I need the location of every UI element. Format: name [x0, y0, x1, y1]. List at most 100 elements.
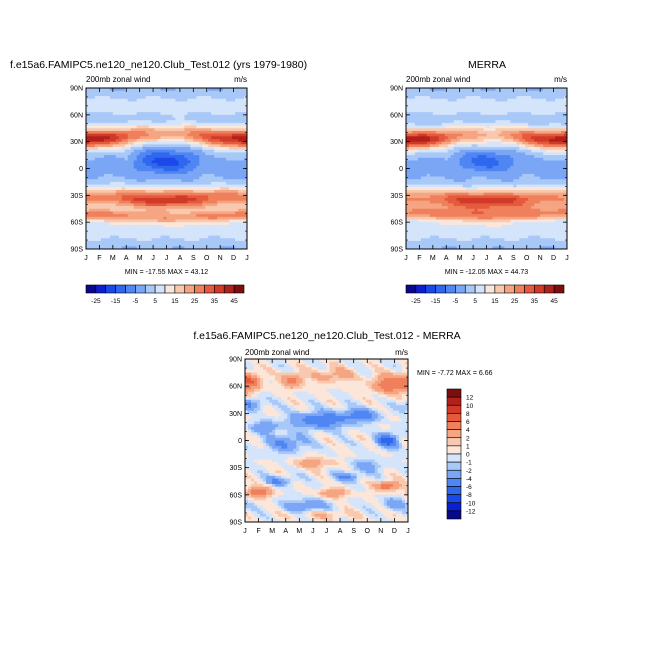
- field-cell: [166, 98, 170, 102]
- field-cell: [453, 157, 458, 161]
- field-cell: [160, 222, 164, 226]
- field-cell: [151, 138, 155, 143]
- field-cell: [459, 165, 464, 169]
- field-cell: [124, 157, 129, 161]
- field-cell: [420, 211, 425, 215]
- field-cell: [462, 181, 467, 185]
- field-cell: [139, 238, 144, 242]
- field-cell: [94, 128, 99, 132]
- field-cell: [214, 246, 218, 250]
- field-cell: [456, 160, 461, 164]
- field-cell: [172, 198, 176, 202]
- field-cell: [232, 176, 236, 180]
- field-cell: [103, 243, 108, 247]
- field-cell: [109, 114, 114, 118]
- field-cell: [226, 112, 230, 116]
- field-cell: [127, 136, 132, 140]
- field-cell: [127, 238, 132, 242]
- field-cell: [414, 149, 419, 153]
- field-cell: [100, 168, 105, 172]
- field-cell: [211, 206, 215, 210]
- field-cell: [145, 200, 150, 204]
- y-tick-label: 90S: [71, 247, 84, 254]
- field-cell: [199, 112, 203, 116]
- field-cell: [196, 93, 200, 97]
- field-cell: [232, 230, 236, 234]
- field-cell: [205, 165, 209, 169]
- field-cell: [151, 211, 155, 215]
- field-cell: [133, 246, 138, 250]
- field-cell: [160, 98, 164, 102]
- field-cell: [112, 208, 117, 212]
- field-cell: [453, 101, 458, 105]
- field-cell: [414, 117, 419, 121]
- field-cell: [411, 136, 416, 140]
- field-cell: [459, 101, 464, 105]
- field-cell: [411, 165, 416, 169]
- field-cell: [450, 184, 455, 188]
- field-cell: [160, 198, 164, 202]
- field-cell: [160, 106, 164, 110]
- field-cell: [217, 214, 221, 218]
- field-cell: [172, 165, 176, 169]
- field-cell: [94, 114, 99, 118]
- field-cell: [115, 112, 120, 116]
- field-cell: [450, 122, 455, 126]
- field-cell: [130, 168, 135, 172]
- field-cell: [115, 133, 120, 137]
- field-cell: [423, 96, 428, 100]
- field-cell: [211, 165, 215, 169]
- field-cell: [417, 120, 422, 124]
- field-cell: [217, 163, 221, 167]
- field-cell: [450, 152, 455, 156]
- field-cell: [241, 96, 245, 100]
- field-cell: [86, 243, 90, 247]
- field-cell: [450, 211, 455, 215]
- field-cell: [226, 133, 230, 137]
- field-cell: [130, 122, 135, 126]
- field-cell: [133, 211, 138, 215]
- field-cell: [244, 125, 248, 129]
- field-cell: [232, 179, 236, 183]
- field-cell: [229, 173, 233, 177]
- field-cell: [112, 224, 117, 228]
- field-cell: [205, 240, 209, 245]
- field-cell: [178, 144, 182, 148]
- field-cell: [157, 227, 161, 231]
- field-cell: [178, 160, 182, 164]
- field-cell: [163, 104, 167, 108]
- field-cell: [175, 98, 179, 102]
- field-cell: [94, 230, 99, 234]
- field-cell: [223, 173, 227, 177]
- field-cell: [471, 133, 475, 137]
- field-cell: [441, 238, 446, 242]
- field-cell: [112, 235, 117, 239]
- field-cell: [178, 136, 182, 140]
- field-cell: [417, 230, 422, 234]
- field-cell: [181, 181, 185, 185]
- field-cell: [468, 122, 472, 126]
- field-cell: [154, 230, 158, 234]
- field-cell: [441, 246, 446, 250]
- field-cell: [178, 187, 182, 191]
- field-cell: [190, 101, 194, 105]
- field-cell: [229, 88, 233, 92]
- field-cell: [130, 216, 135, 220]
- field-cell: [139, 230, 144, 234]
- field-cell: [456, 109, 461, 113]
- field-cell: [196, 168, 200, 172]
- field-cell: [408, 109, 413, 113]
- field-cell: [411, 114, 416, 118]
- field-cell: [406, 141, 410, 145]
- field-cell: [106, 222, 111, 226]
- field-cell: [91, 176, 96, 180]
- field-cell: [193, 238, 197, 242]
- field-cell: [429, 117, 434, 121]
- field-cell: [103, 165, 108, 169]
- field-cell: [115, 227, 120, 231]
- field-cell: [199, 96, 203, 100]
- field-cell: [241, 198, 245, 202]
- field-cell: [202, 192, 206, 196]
- field-cell: [100, 133, 105, 137]
- field-cell: [91, 157, 96, 161]
